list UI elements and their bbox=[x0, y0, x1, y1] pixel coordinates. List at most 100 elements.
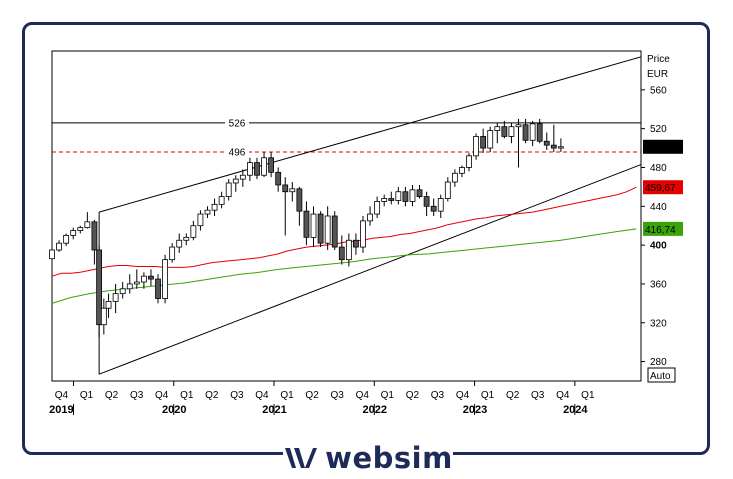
value-tag-bg bbox=[643, 180, 683, 195]
candle-body bbox=[444, 181, 451, 199]
candle-body bbox=[529, 123, 536, 141]
candle-body bbox=[543, 140, 550, 146]
x-tick-label: Q4 bbox=[556, 390, 570, 401]
candle-body bbox=[232, 178, 239, 184]
candle-body bbox=[140, 275, 147, 283]
value-tag-416-74: 416,74 bbox=[645, 225, 676, 236]
candle-body bbox=[473, 136, 479, 157]
candle-body bbox=[324, 215, 331, 244]
candle-body bbox=[190, 225, 197, 238]
value-tag-459-67: 459,67 bbox=[645, 183, 676, 194]
candle-body bbox=[310, 213, 317, 238]
candle-body bbox=[557, 146, 564, 149]
year-label-2020: 2020 bbox=[162, 404, 186, 416]
x-tick-label: Q4 bbox=[55, 390, 69, 401]
candle-body bbox=[345, 239, 352, 261]
hline-label-bg bbox=[225, 116, 249, 128]
x-tick-label: Q1 bbox=[481, 390, 495, 401]
candle-body bbox=[437, 198, 444, 212]
candle-body bbox=[459, 167, 465, 174]
y-tick-label: 560 bbox=[650, 85, 667, 96]
x-tick-label: Q1 bbox=[180, 390, 194, 401]
candle-body bbox=[480, 136, 487, 149]
candle-body bbox=[225, 182, 232, 197]
hline-label-496: 496 bbox=[229, 147, 246, 158]
candle-body bbox=[360, 220, 366, 248]
candle-body bbox=[105, 301, 112, 309]
auto-scale-label: Auto bbox=[650, 371, 671, 382]
x-tick-label: Q4 bbox=[255, 390, 269, 401]
candle-body bbox=[550, 144, 557, 149]
candle-body bbox=[49, 249, 55, 260]
websim-logo: websim bbox=[283, 438, 453, 478]
x-tick-label: Q1 bbox=[381, 390, 395, 401]
value-tag-bg bbox=[643, 139, 683, 154]
candle-body bbox=[155, 278, 161, 299]
x-tick-label: Q2 bbox=[406, 390, 420, 401]
candle-body bbox=[218, 196, 225, 205]
candle-body bbox=[289, 188, 296, 193]
candle-body bbox=[176, 239, 183, 248]
candle-body bbox=[409, 189, 416, 202]
candle-body bbox=[353, 239, 359, 248]
x-tick-label: Q2 bbox=[105, 390, 119, 401]
candle-body bbox=[275, 171, 282, 186]
candle-body bbox=[515, 124, 522, 128]
candle-body bbox=[96, 249, 103, 326]
candle-body bbox=[451, 172, 458, 183]
websim-logo-icon bbox=[285, 448, 318, 468]
candle-body bbox=[282, 184, 289, 193]
candle-body bbox=[70, 230, 77, 236]
candle-body bbox=[183, 236, 190, 241]
candle-body bbox=[239, 174, 246, 180]
y-tick-label: 400 bbox=[650, 241, 667, 252]
candle-body bbox=[374, 201, 381, 215]
year-label-2024: 2024 bbox=[563, 404, 588, 416]
y-tick-label: 360 bbox=[650, 279, 667, 290]
x-tick-label: Q3 bbox=[230, 390, 244, 401]
candle-body bbox=[77, 227, 84, 231]
y-axis-title: Price bbox=[647, 54, 670, 65]
candle-body bbox=[487, 130, 494, 149]
y-tick-label: 440 bbox=[650, 202, 667, 213]
candle-body bbox=[388, 198, 395, 201]
candle-body bbox=[494, 126, 501, 131]
candle-body bbox=[501, 126, 508, 137]
y-tick-label: 480 bbox=[650, 163, 667, 174]
y-tick-label: 520 bbox=[650, 124, 667, 135]
series-MA-green bbox=[51, 228, 637, 304]
candle-body bbox=[331, 215, 338, 248]
y-axis-unit: EUR bbox=[647, 69, 668, 80]
candle-body bbox=[423, 196, 430, 207]
candle-body bbox=[522, 124, 529, 141]
candle-body bbox=[367, 213, 373, 222]
candle-body bbox=[296, 188, 303, 212]
candle-body bbox=[169, 246, 176, 261]
y-tick-label: 280 bbox=[650, 357, 667, 368]
x-tick-label: Q4 bbox=[456, 390, 470, 401]
candle-body bbox=[268, 157, 275, 173]
candle-body bbox=[395, 191, 402, 201]
candle-body bbox=[416, 189, 423, 197]
candle-body bbox=[91, 221, 98, 251]
candle-body bbox=[126, 283, 133, 290]
x-tick-label: Q2 bbox=[506, 390, 520, 401]
candle-body bbox=[381, 198, 388, 202]
candle-body bbox=[466, 155, 472, 168]
x-tick-label: Q1 bbox=[581, 390, 595, 401]
value-tag-501-31: 501,31 bbox=[645, 143, 676, 154]
x-tick-label: Q4 bbox=[155, 390, 169, 401]
x-tick-label: Q3 bbox=[330, 390, 344, 401]
candle-body bbox=[536, 123, 543, 142]
auto-scale-button bbox=[647, 367, 676, 383]
candle-body bbox=[402, 191, 409, 202]
candle-body bbox=[148, 275, 154, 280]
candle-body bbox=[197, 213, 204, 227]
x-tick-label: Q2 bbox=[205, 390, 219, 401]
candle-body bbox=[56, 242, 62, 251]
candle-body bbox=[100, 307, 107, 326]
x-tick-label: Q1 bbox=[280, 390, 294, 401]
candle-body bbox=[247, 162, 253, 176]
y-tick-label: 320 bbox=[650, 318, 667, 329]
